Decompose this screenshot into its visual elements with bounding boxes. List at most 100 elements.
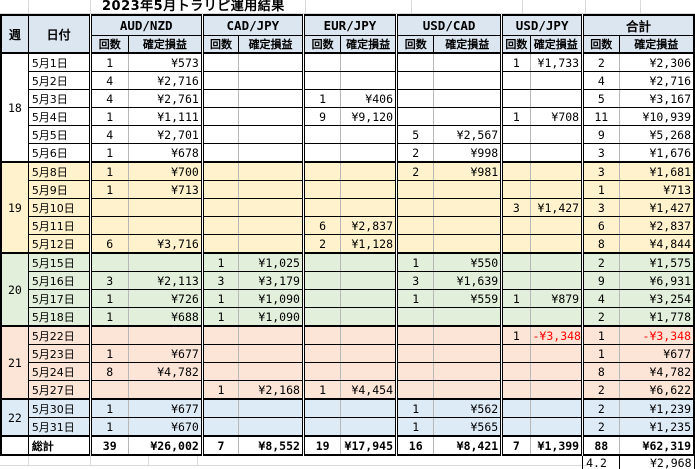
count-cell: 2 bbox=[581, 417, 620, 437]
profit-cell bbox=[529, 398, 584, 418]
profit-cell: ¥2,168 bbox=[238, 380, 304, 400]
count-cell bbox=[394, 107, 435, 126]
count-cell bbox=[394, 325, 435, 345]
count-cell bbox=[301, 271, 342, 290]
count-cell bbox=[500, 417, 531, 437]
count-cell: 3 bbox=[581, 161, 620, 181]
profit-cell bbox=[340, 325, 397, 345]
profit-cell: ¥565 bbox=[433, 417, 503, 437]
count-cell: 8 bbox=[581, 362, 620, 381]
profit-cell bbox=[238, 344, 304, 363]
count-cell bbox=[301, 325, 342, 345]
date-cell: 5月1日 bbox=[27, 52, 91, 72]
profit-cell bbox=[340, 271, 397, 290]
count-cell: 1 bbox=[88, 307, 129, 327]
total-count-cell: 39 bbox=[88, 435, 129, 456]
col-header-eurjpy: EUR/JPY bbox=[301, 14, 398, 36]
count-cell bbox=[88, 325, 129, 345]
count-cell bbox=[301, 161, 342, 181]
profit-cell bbox=[433, 362, 503, 381]
profit-cell bbox=[340, 252, 397, 272]
profit-cell bbox=[529, 344, 584, 363]
profit-cell bbox=[238, 143, 304, 163]
count-cell bbox=[88, 380, 129, 400]
profit-cell bbox=[433, 325, 503, 345]
count-cell bbox=[500, 398, 531, 418]
count-cell: 1 bbox=[394, 398, 435, 418]
week-number: 19 bbox=[0, 161, 29, 254]
profit-cell: ¥550 bbox=[433, 252, 503, 272]
count-cell: 8 bbox=[581, 234, 620, 254]
profit-cell: ¥406 bbox=[340, 89, 397, 108]
gridline bbox=[90, 0, 91, 13]
profit-cell: ¥726 bbox=[127, 289, 203, 308]
count-cell: 1 bbox=[581, 325, 620, 345]
count-cell: 4 bbox=[581, 71, 620, 90]
date-cell: 5月22日 bbox=[27, 325, 91, 345]
count-cell bbox=[394, 362, 435, 381]
profit-cell: ¥1,676 bbox=[618, 143, 695, 163]
subheader-profit: 確定損益 bbox=[618, 35, 695, 54]
count-cell: 1 bbox=[88, 180, 129, 199]
profit-cell bbox=[529, 252, 584, 272]
profit-cell bbox=[127, 325, 203, 345]
date-cell: 5月16日 bbox=[27, 271, 91, 290]
count-cell: 1 bbox=[88, 417, 129, 437]
date-cell: 5月30日 bbox=[27, 398, 91, 418]
count-cell: 3 bbox=[581, 198, 620, 217]
profit-cell: ¥1,733 bbox=[529, 52, 584, 72]
count-cell bbox=[301, 71, 342, 90]
profit-cell bbox=[127, 216, 203, 235]
gridline bbox=[90, 450, 91, 465]
profit-cell bbox=[127, 198, 203, 217]
table-row: 5月23日 1 ¥677 1 ¥677 bbox=[1, 344, 695, 363]
count-cell bbox=[200, 417, 240, 437]
count-cell: 5 bbox=[394, 125, 435, 144]
count-cell: 1 bbox=[88, 161, 129, 181]
profit-cell bbox=[340, 417, 397, 437]
date-cell: 5月18日 bbox=[27, 307, 91, 327]
profit-cell: ¥2,837 bbox=[618, 216, 695, 235]
count-cell: 9 bbox=[581, 125, 620, 144]
count-cell: 5 bbox=[581, 89, 620, 108]
profit-cell: ¥562 bbox=[433, 398, 503, 418]
profit-cell: ¥2,306 bbox=[618, 52, 695, 72]
table-row: 5月12日 6 ¥3,716 2 ¥1,128 8 ¥4,844 bbox=[1, 234, 695, 254]
profit-cell bbox=[340, 289, 397, 308]
col-header-cadjpy: CAD/JPY bbox=[200, 14, 304, 36]
count-cell: 4 bbox=[88, 125, 129, 144]
count-cell: 1 bbox=[500, 325, 531, 345]
profit-cell: ¥10,939 bbox=[618, 107, 695, 126]
total-profit-cell: ¥62,319 bbox=[618, 435, 695, 456]
count-cell bbox=[88, 216, 129, 235]
profit-cell bbox=[238, 89, 304, 108]
profit-cell: ¥4,782 bbox=[618, 362, 695, 381]
profit-cell bbox=[433, 307, 503, 327]
count-cell: 3 bbox=[581, 143, 620, 163]
profit-cell bbox=[238, 52, 304, 72]
count-cell: 3 bbox=[394, 271, 435, 290]
profit-cell: ¥1,090 bbox=[238, 289, 304, 308]
page-title: 2023年5月トラリピ運用結果 bbox=[102, 0, 285, 14]
count-cell bbox=[200, 325, 240, 345]
count-cell bbox=[500, 307, 531, 327]
date-cell: 5月5日 bbox=[27, 125, 91, 144]
results-table: 週 日付 AUD/NZD CAD/JPY EUR/JPY USD/CAD USD… bbox=[0, 14, 695, 469]
count-cell bbox=[500, 71, 531, 90]
count-cell bbox=[500, 125, 531, 144]
subheader-count: 回数 bbox=[301, 35, 342, 54]
count-cell bbox=[200, 362, 240, 381]
table-row: 19 5月8日 1 ¥700 2 ¥981 3 ¥1,681 bbox=[0, 161, 695, 254]
count-cell bbox=[500, 143, 531, 163]
table-row: 5月4日 1 ¥1,111 9 ¥9,120 1 ¥708 11 ¥10,939 bbox=[1, 107, 695, 126]
profit-cell bbox=[529, 380, 584, 400]
profit-cell: ¥1,681 bbox=[618, 161, 695, 181]
count-cell: 1 bbox=[301, 380, 342, 400]
profit-cell bbox=[238, 71, 304, 90]
count-cell: 1 bbox=[500, 107, 531, 126]
subheader-profit: 確定損益 bbox=[238, 35, 304, 54]
count-cell bbox=[394, 180, 435, 199]
gridline bbox=[411, 0, 412, 13]
profit-cell bbox=[340, 143, 397, 163]
count-cell bbox=[301, 52, 342, 72]
